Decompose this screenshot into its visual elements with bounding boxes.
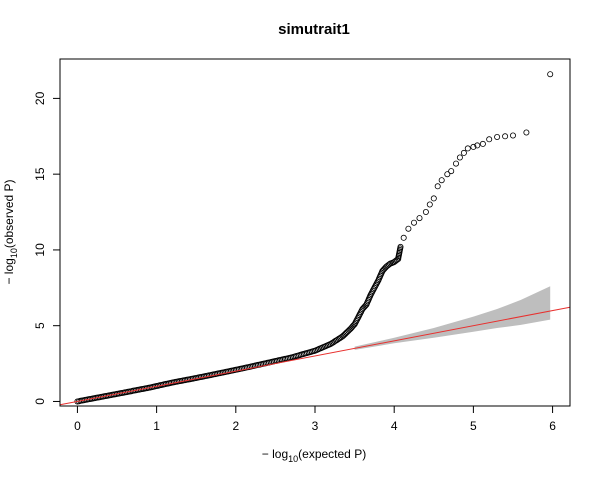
data-point — [448, 168, 455, 175]
data-point — [434, 183, 441, 190]
confidence-band — [354, 286, 551, 350]
data-point — [444, 171, 451, 178]
plot-frame — [59, 58, 571, 407]
x-tick-label: 2 — [232, 419, 239, 433]
data-point — [494, 133, 501, 140]
data-point — [405, 225, 412, 232]
x-axis-label: − log10(expected P) — [262, 447, 366, 464]
data-point — [416, 215, 423, 222]
y-tick-label: 15 — [33, 167, 47, 181]
data-point — [470, 143, 477, 150]
x-axis-label-suffix: (expected P) — [298, 447, 366, 461]
data-point — [479, 140, 486, 147]
data-point — [502, 133, 509, 140]
y-axis-label-sub: 10 — [9, 248, 19, 258]
x-tick-label: 1 — [153, 419, 160, 433]
points-layer — [74, 71, 554, 405]
chart-title: simutrait1 — [278, 21, 350, 38]
data-point — [509, 132, 516, 139]
x-tick-label: 5 — [470, 419, 477, 433]
y-tick-label: 10 — [33, 243, 47, 257]
data-point — [474, 142, 481, 149]
x-axis: 0 1 2 3 4 5 6 — [74, 406, 556, 433]
y-tick-label: 5 — [33, 322, 47, 329]
y-tick-label: 20 — [33, 91, 47, 105]
y-tick-label: 0 — [33, 398, 47, 405]
reference-line — [59, 306, 571, 406]
x-axis-label-prefix: − log — [262, 447, 288, 461]
confidence-band-layer — [354, 286, 551, 350]
data-point — [547, 71, 554, 78]
y-axis-label: − log10(observed P) — [2, 179, 19, 284]
y-axis-label-prefix: − log — [2, 258, 16, 284]
x-tick-label: 4 — [391, 419, 398, 433]
data-point — [430, 195, 437, 202]
data-point — [410, 219, 417, 226]
x-axis-label-sub: 10 — [288, 454, 298, 464]
data-point — [460, 149, 467, 156]
y-axis-label-suffix: (observed P) — [2, 179, 16, 248]
x-tick-label: 0 — [74, 419, 81, 433]
data-point — [452, 160, 459, 167]
data-point — [523, 129, 530, 136]
data-point — [397, 243, 404, 250]
x-tick-label: 6 — [549, 419, 556, 433]
data-point — [464, 145, 471, 152]
data-point — [426, 201, 433, 208]
y-axis: 0 5 10 15 20 — [33, 91, 60, 405]
data-point — [486, 136, 493, 143]
data-point — [438, 177, 445, 184]
x-tick-label: 3 — [312, 419, 319, 433]
data-point — [400, 234, 407, 241]
data-point — [456, 154, 463, 161]
data-point — [422, 208, 429, 215]
